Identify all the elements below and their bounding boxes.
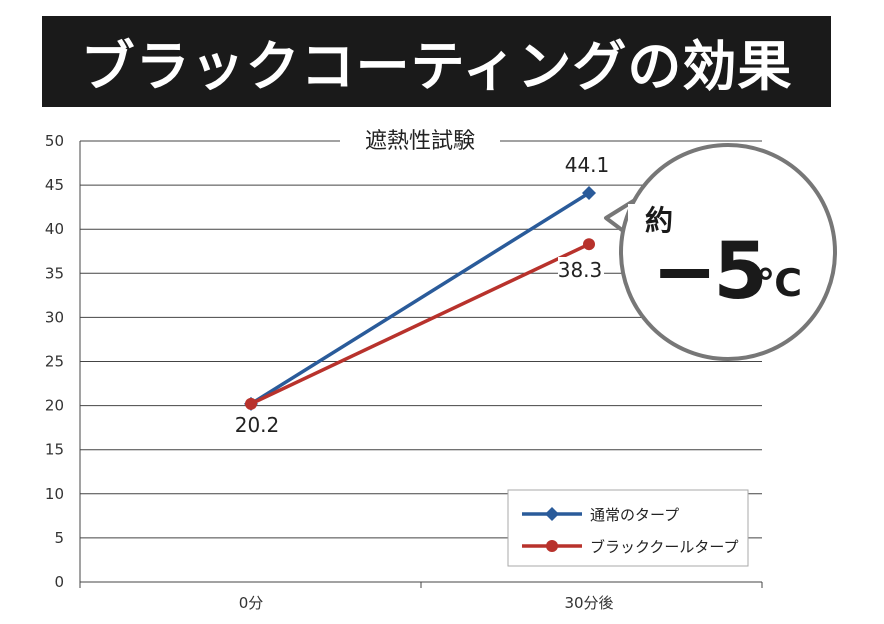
callout-tail-mask (628, 204, 642, 232)
data-point-circle (245, 397, 257, 410)
legend-circle-icon (546, 540, 558, 552)
title-banner: ブラックコーティングの効果 (42, 16, 831, 107)
series-line (250, 242, 590, 406)
y-tick-label: 40 (45, 220, 64, 238)
callout-value: −5 (652, 227, 764, 317)
y-tick-label: 5 (54, 529, 64, 547)
callout-unit: ℃ (756, 261, 802, 305)
y-tick-label: 35 (45, 264, 64, 282)
y-tick-label: 30 (45, 308, 64, 326)
data-label: 38.3 (558, 258, 603, 282)
x-tick-label: 30分後 (564, 594, 613, 612)
callout-prefix: 約 (645, 204, 673, 237)
y-tick-label: 10 (45, 485, 64, 503)
y-tick-label: 45 (45, 176, 64, 194)
banner-title: ブラックコーティングの効果 (80, 35, 793, 98)
series-line (250, 191, 590, 406)
data-label: 44.1 (565, 153, 610, 177)
legend-label: 通常のタープ (590, 506, 679, 524)
y-tick-label: 0 (54, 573, 64, 591)
y-tick-label: 15 (45, 441, 64, 459)
y-tick-label: 50 (45, 132, 64, 150)
label-bg (558, 257, 604, 283)
data-label: 20.2 (235, 413, 280, 437)
legend-label: ブラッククールタープ (590, 538, 739, 556)
legend-box (507, 489, 749, 567)
data-point-circle (583, 238, 595, 251)
x-tick-label: 0分 (239, 594, 264, 612)
title-bg (340, 124, 500, 154)
y-tick-label: 20 (45, 397, 64, 415)
chart-title: 遮熱性試験 (365, 129, 475, 154)
data-point-diamond (582, 186, 596, 201)
callout-circle (619, 143, 837, 361)
legend-diamond-icon (545, 507, 559, 521)
y-tick-label: 25 (45, 353, 64, 371)
callout-bubble: 約−5℃ (604, 143, 837, 361)
